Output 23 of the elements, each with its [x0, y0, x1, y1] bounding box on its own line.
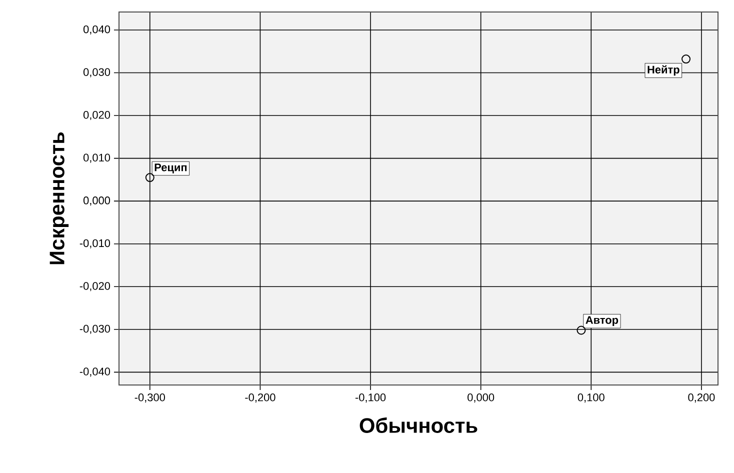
- y-tick-label: -0,010: [80, 239, 110, 248]
- y-tick-label: 0,020: [83, 111, 110, 120]
- point: [682, 54, 691, 64]
- y-tick-label: -0,040: [80, 368, 110, 377]
- y-tick-label: 0,010: [83, 154, 110, 163]
- x-tick-label: 0,200: [688, 394, 715, 403]
- point: [145, 173, 154, 182]
- x-tick-label: -0,200: [245, 394, 276, 403]
- y-axis-title: Искренность: [50, 132, 69, 264]
- annotation: Рецип: [154, 164, 187, 174]
- y-tick-label: 0,030: [83, 68, 110, 78]
- x-tick-label: -0,300: [134, 394, 165, 403]
- x-axis-title: Обычность: [360, 417, 478, 433]
- x-tick-label: -0,100: [355, 394, 386, 403]
- annotation: Автор: [586, 316, 618, 326]
- x-tick-label: 0,000: [468, 394, 494, 403]
- y-tick-label: -0,030: [80, 324, 110, 334]
- x-tick-label: 0,100: [578, 394, 604, 403]
- y-tick-label: -0,020: [80, 282, 110, 292]
- point: [576, 326, 586, 335]
- annotation: Нейтр: [648, 65, 680, 76]
- y-tick-label: 0,000: [83, 196, 110, 206]
- y-tick-label: 0,040: [83, 25, 110, 34]
